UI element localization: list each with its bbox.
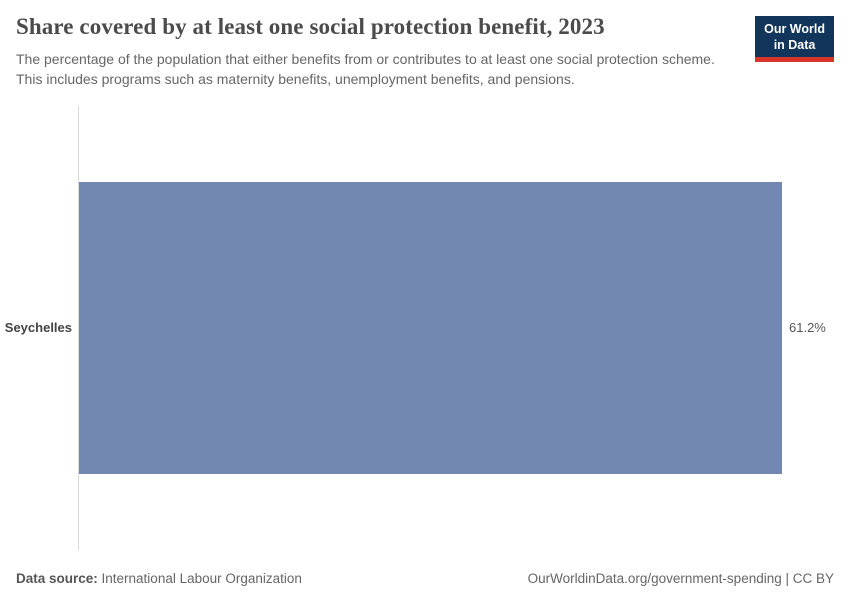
datasource-label: Data source: bbox=[16, 571, 98, 586]
credit-link[interactable]: OurWorldinData.org/government-spending |… bbox=[527, 571, 834, 586]
bar-row: 61.2% bbox=[78, 181, 834, 474]
bar-value-label: 61.2% bbox=[789, 320, 826, 336]
header: Share covered by at least one social pro… bbox=[0, 0, 850, 90]
chart-title: Share covered by at least one social pro… bbox=[16, 14, 605, 39]
plot-area: 61.2% bbox=[78, 105, 834, 550]
chart-area: Seychelles 61.2% bbox=[5, 105, 834, 550]
bar[interactable] bbox=[78, 181, 782, 474]
category-label-column: Seychelles bbox=[5, 106, 78, 550]
datasource: Data source: International Labour Organi… bbox=[16, 571, 302, 586]
datasource-value: International Labour Organization bbox=[97, 571, 302, 586]
header-text: Share covered by at least one social pro… bbox=[16, 14, 716, 90]
owid-logo-line2: in Data bbox=[773, 37, 816, 52]
chart-subtitle: The percentage of the population that ei… bbox=[16, 51, 715, 88]
category-label-seychelles: Seychelles bbox=[4, 320, 72, 336]
footer: Data source: International Labour Organi… bbox=[16, 571, 834, 586]
owid-logo[interactable]: Our World in Data bbox=[755, 16, 834, 63]
owid-logo-line1: Our World bbox=[764, 22, 825, 36]
y-axis-line bbox=[78, 105, 79, 550]
